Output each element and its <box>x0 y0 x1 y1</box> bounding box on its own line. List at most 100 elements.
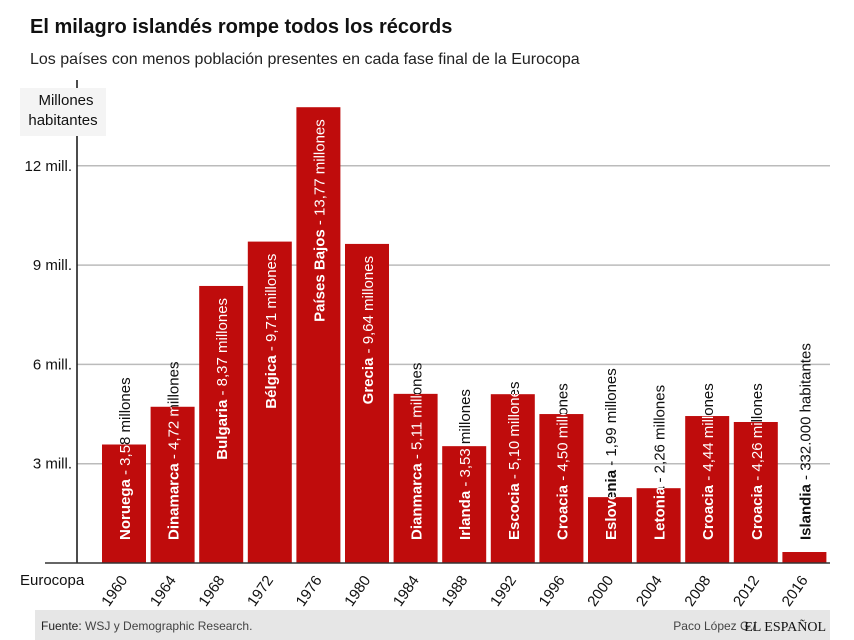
x-tick-label: 2012 <box>730 573 763 610</box>
bar-label-separator: - <box>214 386 231 399</box>
bar-country: Croacia <box>749 484 766 540</box>
bar-data-label: Croacia - 4,44 millones <box>700 383 717 540</box>
bar-country: Irlanda <box>457 490 474 540</box>
bar-group: Dinamarca - 4,72 millones <box>150 362 195 563</box>
bar-value-label: 4,44 millones <box>700 383 717 471</box>
x-tick-label: 2008 <box>681 573 714 610</box>
bar-label-separator: - <box>263 342 280 355</box>
bar-group: Croacia - 4,26 millones <box>733 383 778 563</box>
bar-country: Grecia <box>360 357 377 404</box>
x-tick-label: 2000 <box>584 573 617 610</box>
bar-group: Dianmarca - 5,11 millones <box>393 363 438 563</box>
footer-author: Paco López G / <box>673 619 756 633</box>
bar-data-label: Noruega - 3,58 millones <box>117 377 134 540</box>
bar-value-label: 8,37 millones <box>214 298 231 386</box>
bar-value-label: 332.000 habitantes <box>797 343 814 471</box>
bar <box>685 416 730 563</box>
bar <box>539 414 584 563</box>
bar-label-separator: - <box>652 473 669 486</box>
bar-group: Letonia - 2,26 millones <box>636 385 681 563</box>
y-axis-label-line2: habitantes <box>28 112 97 129</box>
bar-country: Dinamarca <box>166 463 183 540</box>
bar-value-label: 3,58 millones <box>117 377 134 465</box>
gridlines: 3 mill. 6 mill. 9 mill. 12 mill. <box>24 158 830 473</box>
x-tick-labels: 1960 1964 1968 1972 1976 1980 1984 1988 1992 1996… <box>98 573 811 610</box>
x-axis-label: Eurocopa <box>20 572 85 589</box>
bar-group: Croacia - 4,44 millones <box>685 383 730 563</box>
bar-label-separator: - <box>603 457 620 470</box>
bar-data-label: Croacia - 4,50 millones <box>554 383 571 540</box>
bar-data-label: Dinamarca - 4,72 millones <box>166 362 183 540</box>
bar-value-label: 9,71 millones <box>263 254 280 342</box>
bar-country: Escocia <box>506 483 523 540</box>
bar-group: Noruega - 3,58 millones <box>102 377 146 563</box>
bars: Noruega - 3,58 millones Dinamarca - 4,72 … <box>102 107 827 563</box>
bar-label-separator: - <box>360 344 377 357</box>
y-tick-label: 3 mill. <box>33 456 72 473</box>
bar <box>150 406 195 563</box>
bar-country: Bélgica <box>263 355 280 409</box>
bar <box>199 285 244 563</box>
bar-label-separator: - <box>554 472 571 485</box>
bar <box>782 552 827 563</box>
y-tick-label: 6 mill. <box>33 356 72 373</box>
x-tick-label: 1976 <box>293 573 326 610</box>
bar-value-label: 1,99 millones <box>603 368 620 456</box>
y-axis-label-box <box>20 88 106 136</box>
footer-bar <box>35 610 830 640</box>
bar-data-label: Eslovenia - 1,99 millones <box>603 368 620 540</box>
bar-group: Grecia - 9,64 millones <box>345 243 389 563</box>
bar-value-label: 13,77 millones <box>311 119 328 216</box>
bar <box>588 497 632 563</box>
bar-data-label: Países Bajos - 13,77 millones <box>311 119 328 322</box>
bar-data-label: Islandia - 332.000 habitantes <box>797 343 814 540</box>
bar-country: Países Bajos <box>311 229 328 322</box>
bar-data-label: Bulgaria - 8,37 millones <box>214 298 231 460</box>
bar <box>733 421 778 563</box>
bar <box>296 107 341 563</box>
brand-logo: EL ESPAÑOL <box>744 619 826 635</box>
bar-country: Letonia <box>652 486 669 540</box>
bar-value-label: 9,64 millones <box>360 256 377 344</box>
bar-data-label: Escocia - 5,10 millones <box>506 382 523 540</box>
bar-label-separator: - <box>311 216 328 229</box>
x-tick-label: 1960 <box>98 573 131 610</box>
bar-group: Bélgica - 9,71 millones <box>247 241 292 563</box>
source-label: Fuente: <box>41 619 82 633</box>
bar-value-label: 3,53 millones <box>457 389 474 477</box>
bar-country: Croacia <box>554 484 571 540</box>
bar <box>102 444 146 563</box>
bar-group: Escocia - 5,10 millones <box>490 382 535 563</box>
chart-title: El milagro islandés rompe todos los réco… <box>30 16 452 38</box>
bar-group: Irlanda - 3,53 millones <box>442 389 487 563</box>
bar-label-separator: - <box>797 471 814 484</box>
bar <box>345 243 389 563</box>
bar <box>636 488 681 563</box>
chart-subtitle: Los países con menos población presentes… <box>30 51 580 68</box>
x-tick-label: 2016 <box>779 573 812 610</box>
bar-country: Dianmarca <box>409 463 426 540</box>
bar-group: Croacia - 4,50 millones <box>539 383 584 563</box>
y-tick-label: 9 mill. <box>33 257 72 274</box>
bar <box>490 394 535 563</box>
bar <box>442 446 487 563</box>
bar-data-label: Dianmarca - 5,11 millones <box>409 363 426 540</box>
footer-source: Fuente: WSJ y Demographic Research. <box>41 619 252 633</box>
x-tick-label: 1968 <box>195 573 228 610</box>
bar-group: Países Bajos - 13,77 millones <box>296 107 341 563</box>
bar-data-label: Grecia - 9,64 millones <box>360 256 377 404</box>
bar-group: Eslovenia - 1,99 millones <box>588 368 632 563</box>
bar-label-separator: - <box>457 477 474 490</box>
x-tick-label: 1984 <box>390 573 423 610</box>
y-tick-label: 12 mill. <box>24 158 72 175</box>
bar-value-label: 5,10 millones <box>506 382 523 470</box>
x-tick-label: 1972 <box>244 573 277 610</box>
x-tick-label: 1988 <box>438 573 471 610</box>
bar-group: Bulgaria - 8,37 millones <box>199 285 244 563</box>
bar-value-label: 4,50 millones <box>554 383 571 471</box>
bar-label-separator: - <box>700 472 717 485</box>
bar-data-label: Croacia - 4,26 millones <box>749 383 766 540</box>
bar-label-separator: - <box>409 450 426 463</box>
bar-data-label: Letonia - 2,26 millones <box>652 385 669 540</box>
